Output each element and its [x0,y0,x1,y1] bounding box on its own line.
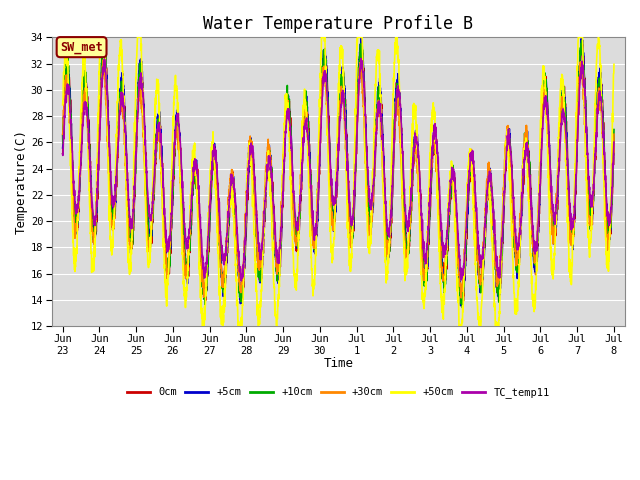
X-axis label: Time: Time [323,357,353,371]
TC_temp11 [294,220,302,226]
0cm [154,120,162,126]
TC_temp11 [540,106,548,111]
Line: +5cm: +5cm [63,37,614,306]
TC_temp11 [237,278,245,284]
Legend: 0cm, +5cm, +10cm, +30cm, +50cm, TC_temp11: 0cm, +5cm, +10cm, +30cm, +50cm, TC_temp1… [123,383,554,402]
+50cm [610,61,618,67]
Y-axis label: Temperature(C): Temperature(C) [15,129,28,234]
+5cm [59,145,67,151]
Title: Water Temperature Profile B: Water Temperature Profile B [204,15,474,33]
+50cm [59,102,67,108]
TC_temp11 [270,211,278,217]
+50cm [198,323,206,329]
0cm [59,151,67,157]
+5cm [270,219,278,225]
+5cm [122,136,129,142]
+5cm [600,131,607,136]
TC_temp11 [610,139,618,145]
+30cm [99,57,107,63]
+10cm [155,121,163,127]
0cm [610,142,618,147]
+5cm [294,231,302,237]
0cm [357,38,365,44]
+30cm [155,131,163,136]
TC_temp11 [357,56,365,61]
TC_temp11 [600,131,607,137]
+5cm [610,132,618,138]
+50cm [540,70,548,76]
+50cm [600,172,607,178]
+10cm [600,142,607,147]
+50cm [294,246,302,252]
Line: +30cm: +30cm [63,60,614,298]
+10cm [270,231,278,237]
+50cm [97,35,104,40]
0cm [270,217,278,223]
Line: +10cm: +10cm [63,37,614,308]
TC_temp11 [122,129,129,135]
+30cm [294,235,302,241]
+10cm [540,77,548,83]
+5cm [100,35,108,40]
+10cm [459,305,467,311]
0cm [458,300,466,306]
TC_temp11 [59,151,67,156]
+30cm [270,228,278,234]
Line: +50cm: +50cm [63,37,614,326]
+30cm [600,156,607,162]
+10cm [100,35,108,40]
0cm [294,240,302,246]
0cm [122,130,129,135]
+50cm [122,175,129,180]
Line: TC_temp11: TC_temp11 [63,59,614,281]
+5cm [155,111,163,117]
Line: 0cm: 0cm [63,41,614,303]
+50cm [155,81,163,86]
+30cm [122,169,129,175]
0cm [600,120,607,125]
+50cm [271,284,278,289]
+5cm [458,303,465,309]
TC_temp11 [154,125,162,131]
+10cm [59,132,67,138]
Text: SW_met: SW_met [60,41,103,54]
+10cm [294,231,302,237]
+30cm [458,295,465,301]
+10cm [610,127,618,132]
+30cm [610,132,618,137]
0cm [540,87,548,93]
+5cm [540,85,548,91]
+30cm [540,97,548,103]
+30cm [59,132,67,137]
+10cm [122,152,129,157]
